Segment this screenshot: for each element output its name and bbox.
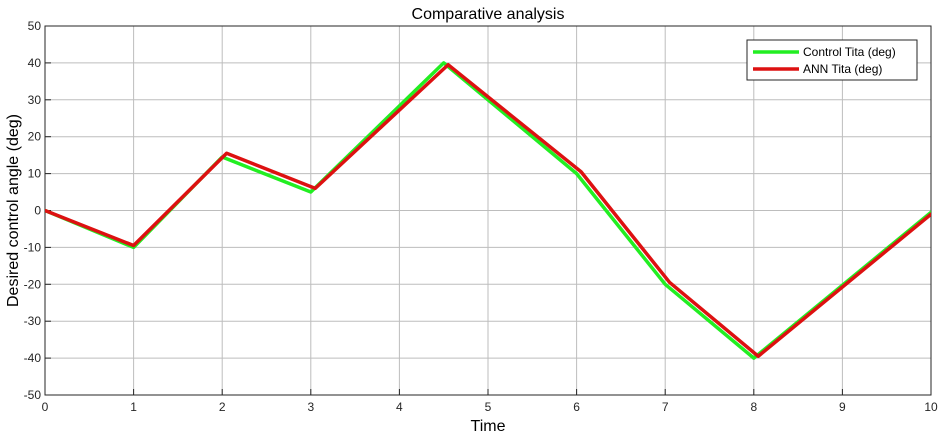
y-tick-label: -30	[24, 314, 42, 328]
axis-ticks: 0 1 2 3 4 5 6 7 8 9 10 -50 -40 -30 -20 -10 0 10 20 30 40 50	[24, 19, 938, 414]
x-tick-label: 9	[839, 400, 846, 414]
x-tick-label: 8	[750, 400, 757, 414]
x-tick-label: 4	[396, 400, 403, 414]
y-tick-label: -50	[24, 388, 42, 402]
series-line-1	[45, 63, 931, 358]
x-tick-label: 3	[307, 400, 314, 414]
y-tick-label: 0	[34, 204, 41, 218]
series-lines	[45, 61, 931, 360]
y-tick-label: 40	[28, 56, 42, 70]
x-tick-label: 10	[924, 400, 938, 414]
legend-entry: ANN Tita (deg)	[803, 62, 882, 76]
x-tick-label: 0	[42, 400, 49, 414]
x-tick-label: 2	[219, 400, 226, 414]
legend-entry: Control Tita (deg)	[803, 45, 896, 59]
chart-title: Comparative analysis	[412, 6, 565, 23]
y-tick-label: 30	[28, 93, 42, 107]
x-axis-label: Time	[471, 418, 506, 435]
legend: Control Tita (deg) ANN Tita (deg)	[746, 39, 918, 81]
y-axis-label: Desired control angle (deg)	[5, 114, 22, 307]
y-tick-label: -40	[24, 351, 42, 365]
x-tick-label: 5	[485, 400, 492, 414]
y-tick-label: 50	[28, 19, 42, 33]
y-tick-label: 10	[28, 167, 42, 181]
x-tick-label: 7	[662, 400, 669, 414]
x-tick-label: 1	[130, 400, 137, 414]
y-tick-label: 20	[28, 130, 42, 144]
x-tick-label: 6	[573, 400, 580, 414]
legend-box	[746, 39, 918, 81]
y-tick-label: -20	[24, 277, 42, 291]
grid	[44, 25, 932, 396]
y-tick-label: -10	[24, 240, 42, 254]
